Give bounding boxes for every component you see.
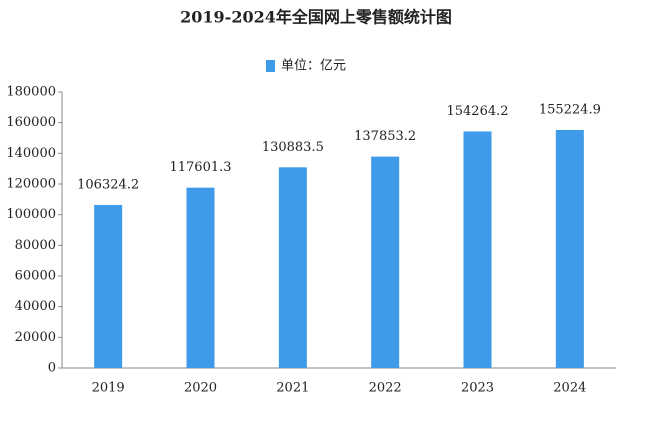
x-tick-label: 2022 xyxy=(369,381,402,396)
value-label: 137853.2 xyxy=(354,129,416,144)
bar xyxy=(186,187,215,368)
y-tick-label: 80000 xyxy=(15,238,56,253)
bar xyxy=(278,167,307,368)
chart-title: 2019-2024年全国网上零售额统计图 xyxy=(180,8,452,27)
y-tick-label: 20000 xyxy=(15,330,56,345)
y-tick-label: 180000 xyxy=(6,85,56,100)
value-label: 117601.3 xyxy=(169,160,231,175)
x-tick-label: 2024 xyxy=(553,381,586,396)
x-tick-label: 2020 xyxy=(184,381,217,396)
legend-label: 单位：亿元 xyxy=(281,59,346,74)
bar xyxy=(94,204,123,368)
y-tick-label: 0 xyxy=(48,361,56,376)
value-label: 130883.5 xyxy=(262,140,324,155)
x-tick-label: 2019 xyxy=(92,381,125,396)
legend-swatch xyxy=(266,60,275,72)
y-tick-label: 120000 xyxy=(6,177,56,192)
bar xyxy=(555,129,584,368)
x-tick-label: 2023 xyxy=(461,381,494,396)
y-tick-label: 60000 xyxy=(15,269,56,284)
value-label: 155224.9 xyxy=(539,102,601,117)
y-tick-label: 100000 xyxy=(6,207,56,222)
value-label: 106324.2 xyxy=(77,177,139,192)
x-tick-label: 2021 xyxy=(276,381,309,396)
bar xyxy=(463,131,492,368)
value-label: 154264.2 xyxy=(446,104,508,119)
y-tick-label: 140000 xyxy=(6,146,56,161)
y-tick-label: 40000 xyxy=(15,299,56,314)
bar xyxy=(371,156,400,368)
y-tick-label: 160000 xyxy=(6,115,56,130)
